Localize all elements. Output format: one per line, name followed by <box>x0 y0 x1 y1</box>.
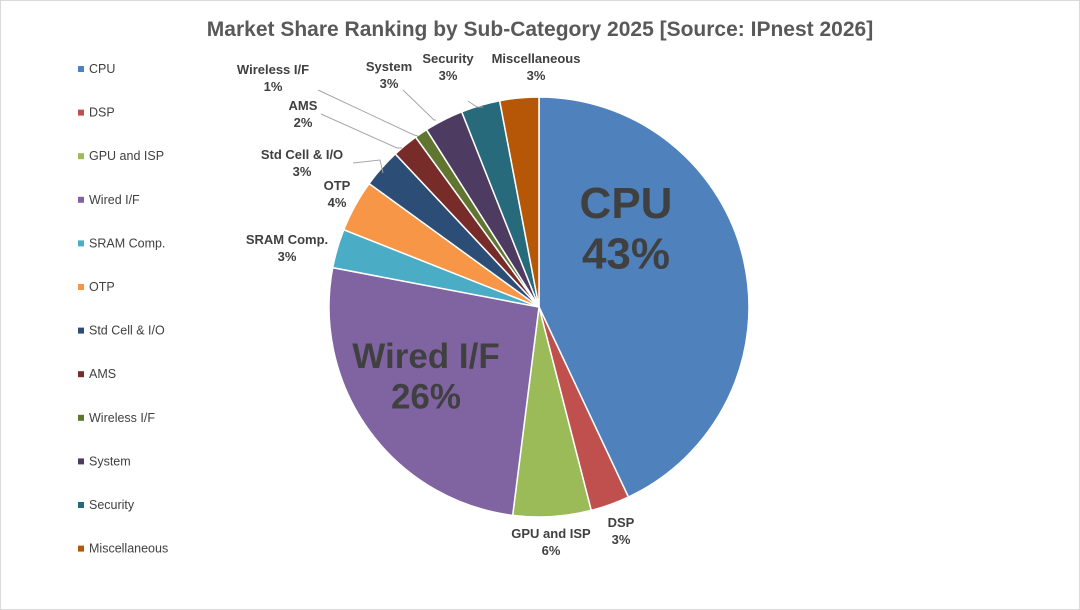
legend-swatch <box>78 371 84 378</box>
legend-swatch <box>78 109 84 116</box>
legend-swatch <box>78 327 84 334</box>
chart-title: Market Share Ranking by Sub-Category 202… <box>207 18 873 41</box>
legend-swatch <box>78 240 84 247</box>
leader-line <box>467 100 483 108</box>
legend-label: System <box>89 454 131 468</box>
legend-swatch <box>78 196 84 203</box>
legend-swatch <box>78 153 84 160</box>
legend-label: AMS <box>89 367 116 381</box>
data-label-cpu: CPU 43% <box>580 179 673 279</box>
legend-label: DSP <box>89 106 115 120</box>
data-label-std-cell-i-o: Std Cell & I/O 3% <box>261 147 343 179</box>
legend-swatch <box>78 502 84 508</box>
legend-label: Miscellaneous <box>89 542 168 556</box>
pie-slice-miscellaneous <box>498 96 540 308</box>
data-label-wired-i-f: Wired I/F 26% <box>352 337 499 416</box>
data-label-gpu-and-isp: GPU and ISP 6% <box>511 526 591 558</box>
pie-slice-wired-i-f <box>328 266 540 517</box>
data-label-miscellaneous: Miscellaneous 3% <box>492 51 581 83</box>
legend-swatch <box>78 414 84 421</box>
data-label-sram-comp: SRAM Comp. 3% <box>246 232 328 264</box>
legend-label: SRAM Comp. <box>89 236 165 250</box>
legend-label: Wired I/F <box>89 193 140 207</box>
leader-line <box>317 89 419 137</box>
legend-label: OTP <box>89 280 115 294</box>
leader-line <box>352 159 384 174</box>
legend-swatch <box>78 458 84 465</box>
legend-label: CPU <box>89 62 115 76</box>
leader-line <box>402 89 436 121</box>
legend-swatch <box>78 284 84 290</box>
data-label-wireless-i-f: Wireless I/F 1% <box>237 62 309 94</box>
legend: CPU DSP GPU and ISP Wired I/F SRAM Comp. OTP S… <box>78 62 168 556</box>
data-label-dsp: DSP 3% <box>608 515 635 547</box>
leader-line <box>320 113 402 149</box>
data-label-security: Security 3% <box>422 51 474 83</box>
data-label-otp: OTP 4% <box>324 178 351 210</box>
pie-slice-cpu <box>538 96 750 499</box>
leader-lines <box>317 89 483 174</box>
legend-swatch <box>78 545 84 552</box>
pie-slices <box>328 96 750 518</box>
legend-label: Std Cell & I/O <box>89 324 165 338</box>
legend-label: Security <box>89 498 135 512</box>
legend-label: GPU and ISP <box>89 149 164 163</box>
legend-swatch <box>78 66 84 72</box>
data-label-system: System 3% <box>366 59 412 91</box>
data-labels: CPU 43% DSP 3% GPU and ISP 6% Wired I/F 26% SRAM… <box>237 51 673 558</box>
legend-label: Wireless I/F <box>89 411 155 425</box>
data-label-ams: AMS 2% <box>289 98 318 130</box>
